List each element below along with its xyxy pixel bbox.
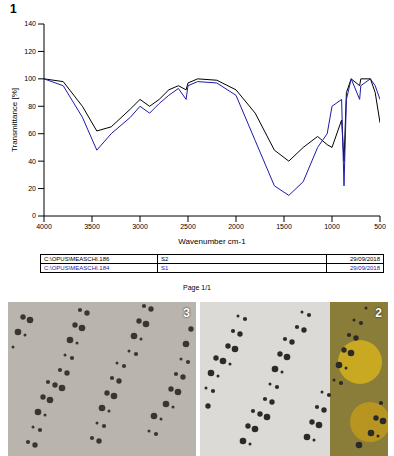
svg-text:Wavenumber cm-1: Wavenumber cm-1 (178, 237, 246, 246)
html-text:C:\OPUS\MEASCHI.186: C:\OPUS\MEASCHI.186 (44, 256, 110, 262)
svg-text:100: 100 (24, 75, 36, 82)
svg-text:0: 0 (32, 212, 36, 219)
svg-text:2000: 2000 (228, 223, 244, 230)
html-text:S2: S2 (161, 256, 169, 262)
html-text:29/09/2018: 29/09/2018 (350, 265, 380, 271)
svg-text:140: 140 (24, 20, 36, 27)
svg-text:Transmittance [%]: Transmittance [%] (10, 88, 19, 152)
html-text:2: 2 (375, 306, 382, 320)
html-text:Page 1/1: Page 1/1 (183, 284, 211, 291)
svg-text:2500: 2500 (180, 223, 196, 230)
svg-text:80: 80 (28, 103, 36, 110)
svg-text:40: 40 (28, 158, 36, 165)
svg-text:3500: 3500 (84, 223, 100, 230)
svg-text:1000: 1000 (324, 223, 340, 230)
svg-text:500: 500 (374, 223, 386, 230)
svg-text:120: 120 (24, 48, 36, 55)
html-text:S1: S1 (161, 265, 169, 271)
svg-text:1500: 1500 (276, 223, 292, 230)
svg-text:20: 20 (28, 185, 36, 192)
html-text:3: 3 (183, 306, 190, 320)
html-text:C:\OPUS\MEASCHI.184: C:\OPUS\MEASCHI.184 (44, 265, 110, 271)
svg-text:60: 60 (28, 130, 36, 137)
html-text:1: 1 (10, 2, 17, 16)
html-text:29/09/2018: 29/09/2018 (350, 256, 380, 262)
svg-text:3000: 3000 (132, 223, 148, 230)
svg-text:4000: 4000 (36, 223, 52, 230)
